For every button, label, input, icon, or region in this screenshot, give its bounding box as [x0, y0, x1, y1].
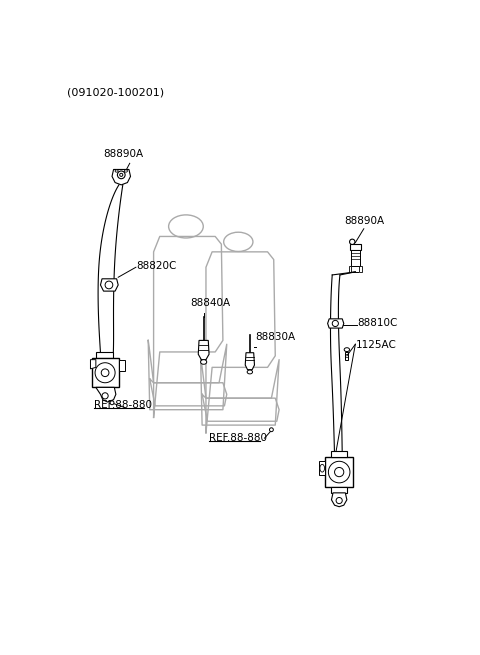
Bar [359, 266, 361, 272]
Bar [319, 461, 325, 475]
Text: 88890A: 88890A [104, 149, 144, 159]
Ellipse shape [320, 464, 324, 472]
Polygon shape [328, 319, 344, 328]
Ellipse shape [349, 239, 355, 244]
Ellipse shape [344, 348, 349, 352]
Ellipse shape [120, 174, 123, 176]
Bar [332, 451, 347, 457]
Text: 88820C: 88820C [137, 261, 177, 271]
Ellipse shape [335, 468, 344, 477]
Polygon shape [112, 170, 131, 185]
Text: 1125AC: 1125AC [355, 341, 396, 350]
Bar [332, 487, 347, 493]
Text: REF.88-880: REF.88-880 [209, 433, 267, 443]
Ellipse shape [336, 498, 342, 504]
Ellipse shape [118, 171, 125, 179]
Polygon shape [100, 279, 118, 291]
Bar [325, 457, 353, 487]
Polygon shape [198, 341, 209, 360]
Ellipse shape [328, 461, 350, 483]
Ellipse shape [332, 320, 338, 327]
Bar [345, 352, 348, 360]
Bar [350, 244, 361, 250]
Ellipse shape [269, 428, 273, 432]
Text: 88810C: 88810C [358, 318, 398, 328]
Ellipse shape [102, 393, 108, 399]
Ellipse shape [105, 281, 113, 289]
Text: REF.88-880: REF.88-880 [94, 400, 152, 411]
Text: (091020-100201): (091020-100201) [67, 88, 165, 98]
Ellipse shape [124, 170, 127, 172]
Bar [349, 266, 351, 272]
Polygon shape [96, 387, 116, 402]
Ellipse shape [95, 363, 115, 383]
Polygon shape [332, 493, 347, 507]
Text: 88890A: 88890A [345, 216, 384, 227]
Bar [96, 352, 113, 358]
Text: 88830A: 88830A [255, 331, 295, 341]
Ellipse shape [101, 369, 109, 377]
Polygon shape [245, 353, 254, 369]
Ellipse shape [110, 401, 114, 405]
Ellipse shape [247, 370, 252, 374]
Text: 88840A: 88840A [191, 298, 231, 308]
Ellipse shape [115, 170, 118, 172]
Bar [119, 360, 125, 371]
Polygon shape [90, 360, 96, 369]
Ellipse shape [201, 360, 207, 364]
Bar [92, 358, 119, 387]
Bar [351, 250, 360, 266]
